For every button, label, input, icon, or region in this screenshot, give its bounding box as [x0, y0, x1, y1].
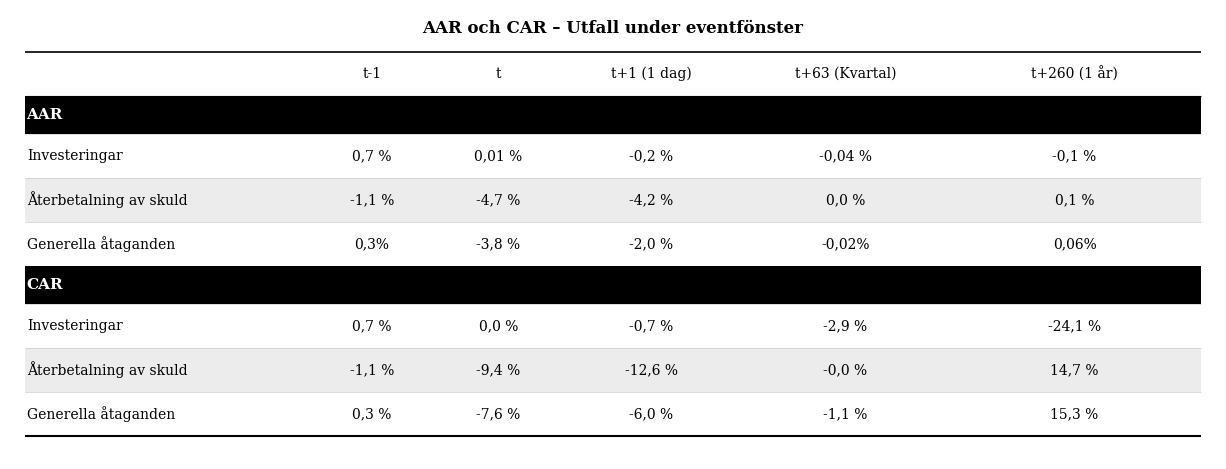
Text: -1,1 %: -1,1 % — [349, 363, 394, 377]
Text: 0,3%: 0,3% — [354, 237, 390, 251]
Text: -0,04 %: -0,04 % — [819, 149, 872, 163]
Text: -9,4 %: -9,4 % — [476, 363, 521, 377]
Text: -0,02%: -0,02% — [821, 237, 869, 251]
Text: -4,2 %: -4,2 % — [629, 193, 673, 207]
Text: -12,6 %: -12,6 % — [625, 363, 678, 377]
Text: -0,2 %: -0,2 % — [629, 149, 673, 163]
Text: Återbetalning av skuld: Återbetalning av skuld — [27, 191, 188, 208]
Text: Generella åtaganden: Generella åtaganden — [27, 236, 175, 252]
Text: -7,6 %: -7,6 % — [476, 407, 521, 421]
Bar — [25, 178, 1201, 222]
Text: 0,0 %: 0,0 % — [478, 319, 519, 333]
Text: Återbetalning av skuld: Återbetalning av skuld — [27, 362, 188, 378]
Text: t+1 (1 dag): t+1 (1 dag) — [611, 67, 691, 81]
Bar — [25, 392, 1201, 436]
Text: t-1: t-1 — [363, 67, 381, 81]
Text: -1,1 %: -1,1 % — [823, 407, 868, 421]
Text: -24,1 %: -24,1 % — [1048, 319, 1101, 333]
Text: Investeringar: Investeringar — [27, 149, 123, 163]
Bar — [25, 348, 1201, 392]
Bar — [25, 96, 1201, 134]
Text: -4,7 %: -4,7 % — [476, 193, 521, 207]
Text: 15,3 %: 15,3 % — [1051, 407, 1098, 421]
Bar — [25, 134, 1201, 178]
Text: -3,8 %: -3,8 % — [476, 237, 520, 251]
Text: Generella åtaganden: Generella åtaganden — [27, 406, 175, 422]
Text: -2,9 %: -2,9 % — [823, 319, 867, 333]
Text: 14,7 %: 14,7 % — [1051, 363, 1098, 377]
Text: Investeringar: Investeringar — [27, 319, 123, 333]
Text: 0,3 %: 0,3 % — [352, 407, 391, 421]
Text: -0,1 %: -0,1 % — [1052, 149, 1097, 163]
Text: -6,0 %: -6,0 % — [629, 407, 673, 421]
Text: CAR: CAR — [26, 278, 63, 292]
Text: -0,0 %: -0,0 % — [823, 363, 867, 377]
Bar — [25, 304, 1201, 348]
Text: t+260 (1 år): t+260 (1 år) — [1031, 67, 1118, 82]
Text: 0,7 %: 0,7 % — [352, 149, 391, 163]
Text: AAR och CAR – Utfall under eventfönster: AAR och CAR – Utfall under eventfönster — [423, 20, 803, 37]
Text: -1,1 %: -1,1 % — [349, 193, 394, 207]
Bar — [25, 222, 1201, 266]
Text: -2,0 %: -2,0 % — [629, 237, 673, 251]
Bar — [25, 266, 1201, 304]
Bar — [25, 52, 1201, 96]
Text: AAR: AAR — [26, 108, 63, 122]
Text: t+63 (Kvartal): t+63 (Kvartal) — [794, 67, 896, 81]
Text: 0,0 %: 0,0 % — [825, 193, 866, 207]
Text: 0,06%: 0,06% — [1053, 237, 1096, 251]
Text: -0,7 %: -0,7 % — [629, 319, 673, 333]
Text: 0,01 %: 0,01 % — [474, 149, 522, 163]
Text: 0,7 %: 0,7 % — [352, 319, 391, 333]
Text: 0,1 %: 0,1 % — [1054, 193, 1095, 207]
Text: t: t — [495, 67, 501, 81]
